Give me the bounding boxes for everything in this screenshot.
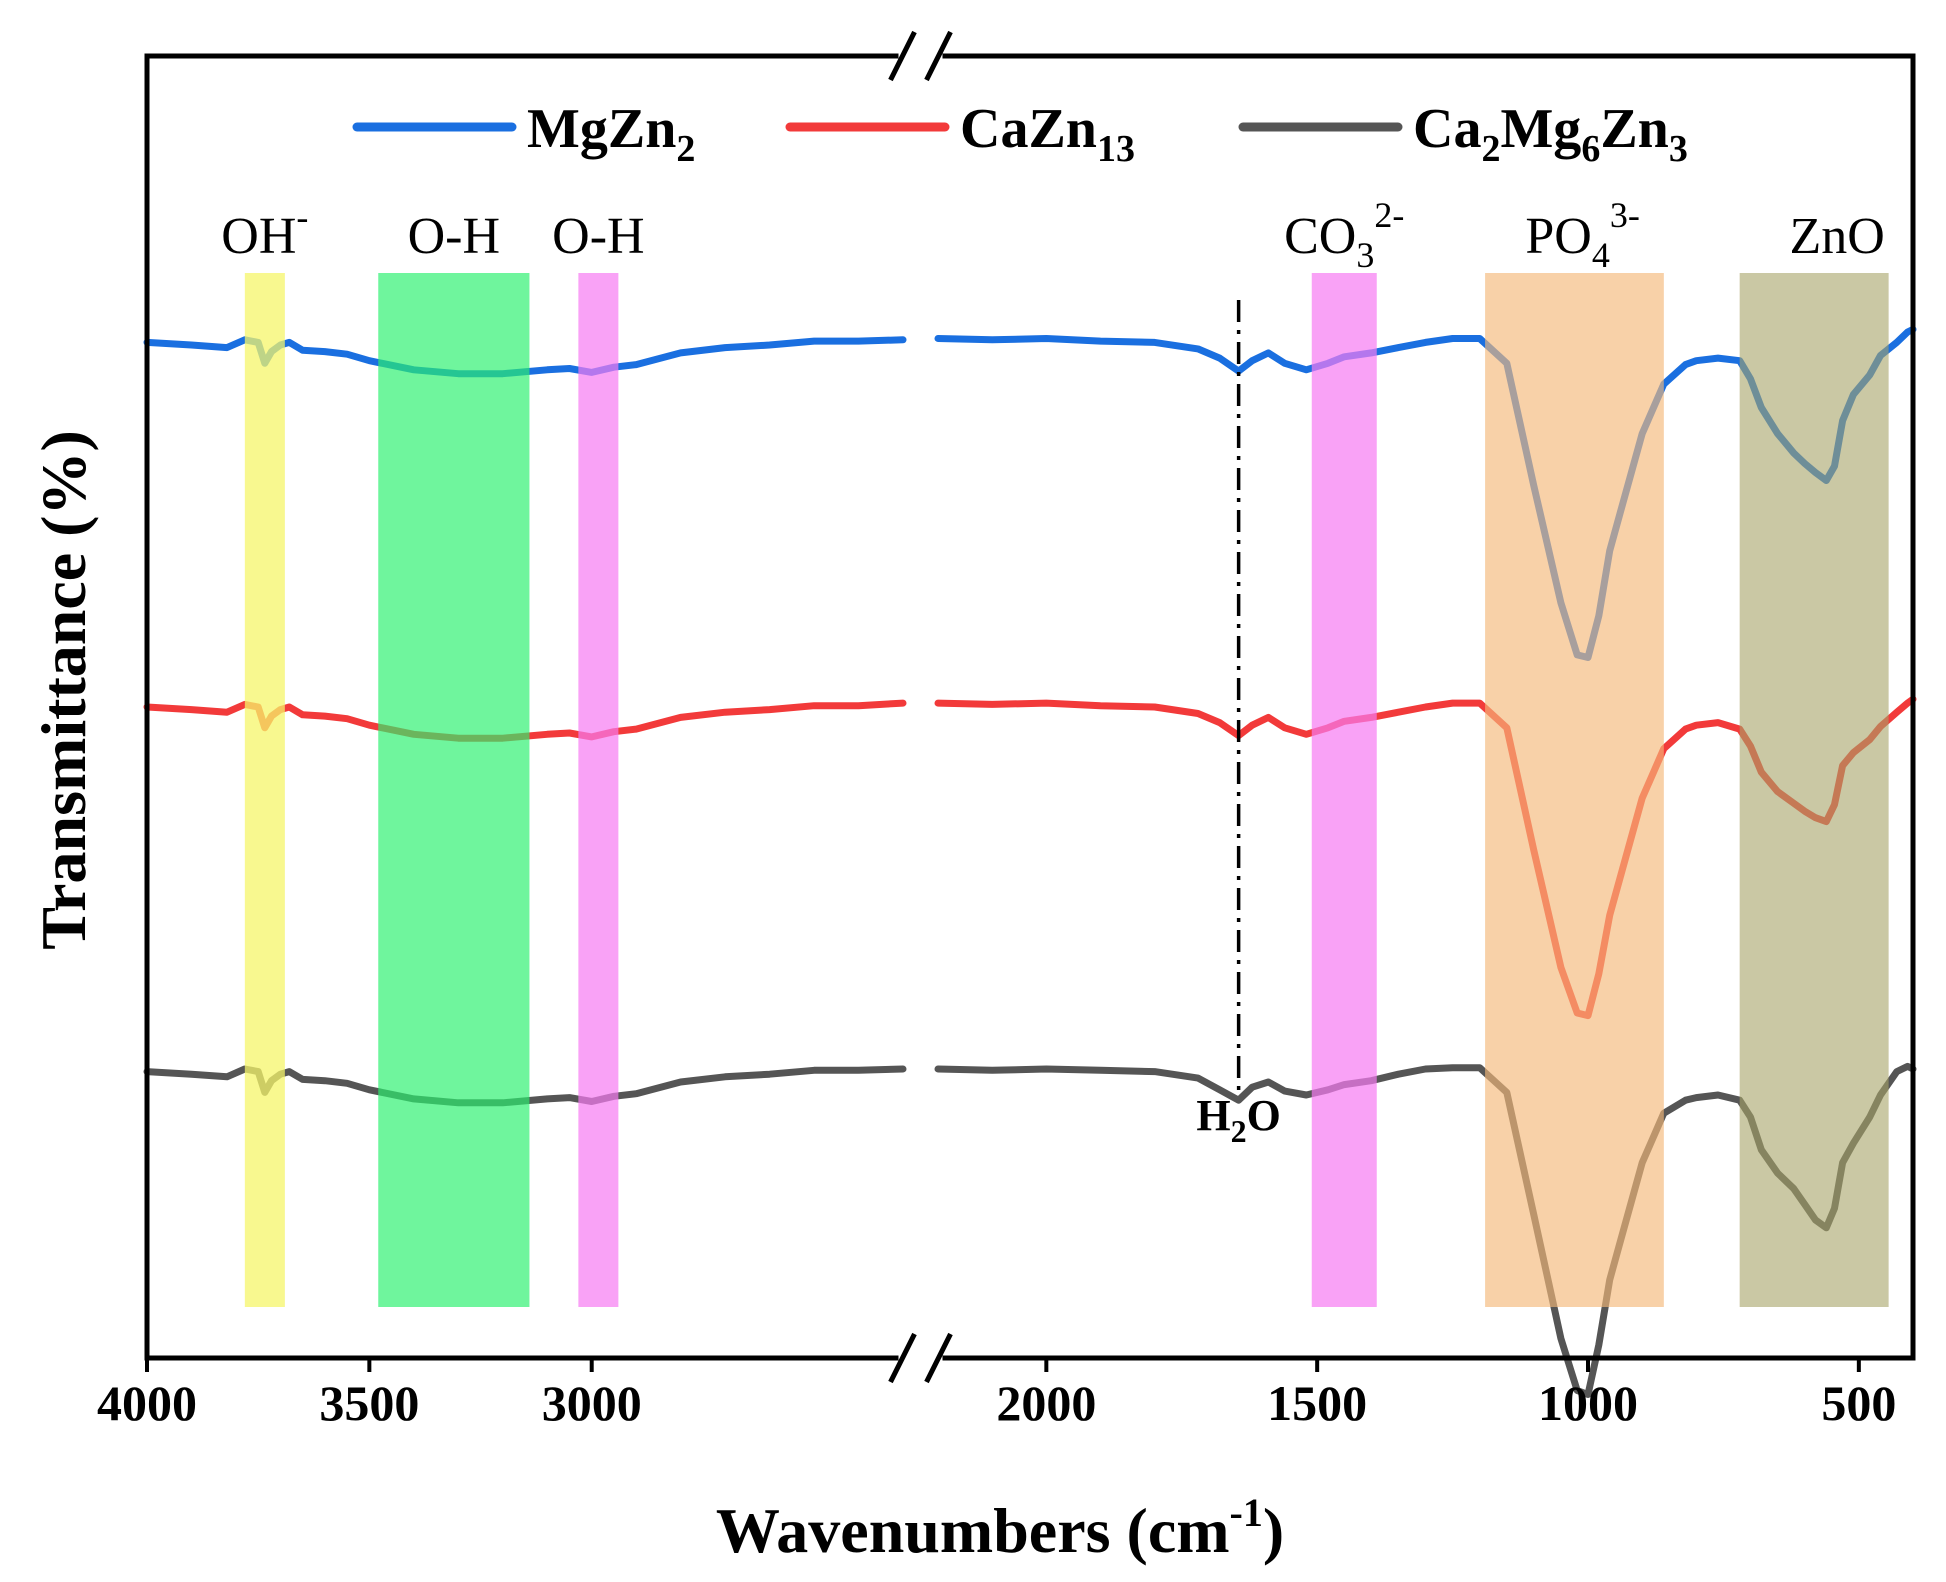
x-tick-label-500: 500: [1821, 1375, 1896, 1431]
frame-left: [144, 53, 899, 1361]
x-tick-label-1500: 1500: [1267, 1375, 1367, 1431]
x-tick-label-3000: 3000: [542, 1375, 642, 1431]
band-OH-: [244, 273, 285, 1307]
band-label-1: O-H: [408, 208, 500, 265]
axis-titles: Wavenumbers (cm-1) Transmittance (%): [28, 430, 1284, 1566]
x-tick-label-3500: 3500: [319, 1375, 419, 1431]
x-axis-title: Wavenumbers (cm-1): [716, 1490, 1284, 1566]
band-labels: OH- O-H O-H CO32- PO43- ZnO: [221, 195, 1885, 275]
x-tick-label-1000: 1000: [1538, 1375, 1638, 1431]
axis-break-mark-bottom-1: [888, 1332, 917, 1384]
band-O-H: [578, 273, 619, 1307]
band-label-4: PO43-: [1525, 195, 1639, 275]
band-overlays: [244, 273, 1889, 1307]
axis-break-mark-top-2: [924, 30, 953, 82]
x-tick-label-4000: 4000: [97, 1375, 197, 1431]
legend-label-2: Ca2Mg6Zn3: [1413, 98, 1688, 170]
legend-item-2: Ca2Mg6Zn3: [1238, 98, 1688, 170]
band-label-0: OH-: [221, 197, 308, 265]
band-CO3: [1311, 273, 1377, 1307]
plot-frame: [144, 30, 1916, 1384]
legend-item-1: CaZn13: [785, 98, 1135, 170]
x-tick-label-2000: 2000: [996, 1375, 1096, 1431]
band-label-2: O-H: [552, 208, 644, 265]
band-label-3: CO32-: [1284, 195, 1404, 275]
band-O-H-broad: [378, 273, 530, 1307]
band-PO4: [1485, 273, 1664, 1307]
axis-break-mark-top-1: [888, 30, 917, 82]
h2o-marker: H2O: [1196, 300, 1281, 1149]
legend-label-1: CaZn13: [960, 98, 1135, 170]
frame-right: [942, 53, 1916, 1361]
band-ZnO: [1739, 273, 1889, 1307]
legend-label-0: MgZn2: [527, 98, 695, 170]
y-axis-title: Transmittance (%): [28, 430, 99, 950]
legend-item-0: MgZn2: [352, 98, 695, 170]
h2o-label: H2O: [1196, 1091, 1280, 1149]
legend: MgZn2 CaZn13 Ca2Mg6Zn3: [352, 98, 1688, 170]
band-label-5: ZnO: [1790, 208, 1885, 265]
axis-break-mark-bottom-2: [924, 1332, 953, 1384]
x-axis-ticks: 4000 3500 3000 2000 1500 1000 500: [97, 1358, 1896, 1431]
